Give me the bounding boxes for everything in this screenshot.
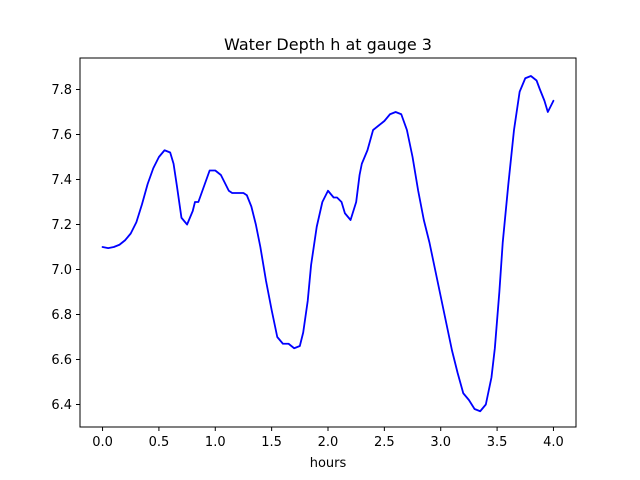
x-tick-label: 2.5 xyxy=(374,435,395,450)
x-tick-label: 2.0 xyxy=(318,435,339,450)
y-tick-label: 7.4 xyxy=(51,173,72,188)
x-tick-label: 0.5 xyxy=(149,435,170,450)
x-tick-label: 3.5 xyxy=(487,435,508,450)
x-tick-label: 1.5 xyxy=(261,435,282,450)
y-tick-label: 7.0 xyxy=(51,263,72,278)
x-axis: 0.0 0.5 1.0 1.5 2.0 2.5 3.0 3.5 4.0 xyxy=(92,427,564,450)
y-tick-label: 6.6 xyxy=(51,353,72,368)
x-tick-label: 4.0 xyxy=(543,435,564,450)
x-tick-label: 3.0 xyxy=(430,435,451,450)
y-tick-label: 6.8 xyxy=(51,308,72,323)
x-axis-label: hours xyxy=(310,456,347,471)
y-tick-label: 6.4 xyxy=(51,398,72,413)
x-tick-label: 1.0 xyxy=(205,435,226,450)
y-tick-label: 7.8 xyxy=(51,83,72,98)
y-axis: 6.4 6.6 6.8 7.0 7.2 7.4 7.6 7.8 xyxy=(51,83,80,413)
chart-title: Water Depth h at gauge 3 xyxy=(224,35,432,54)
y-tick-label: 7.2 xyxy=(51,218,72,233)
y-tick-label: 7.6 xyxy=(51,128,72,143)
series-line-0 xyxy=(101,75,555,413)
x-tick-label: 0.0 xyxy=(92,435,113,450)
